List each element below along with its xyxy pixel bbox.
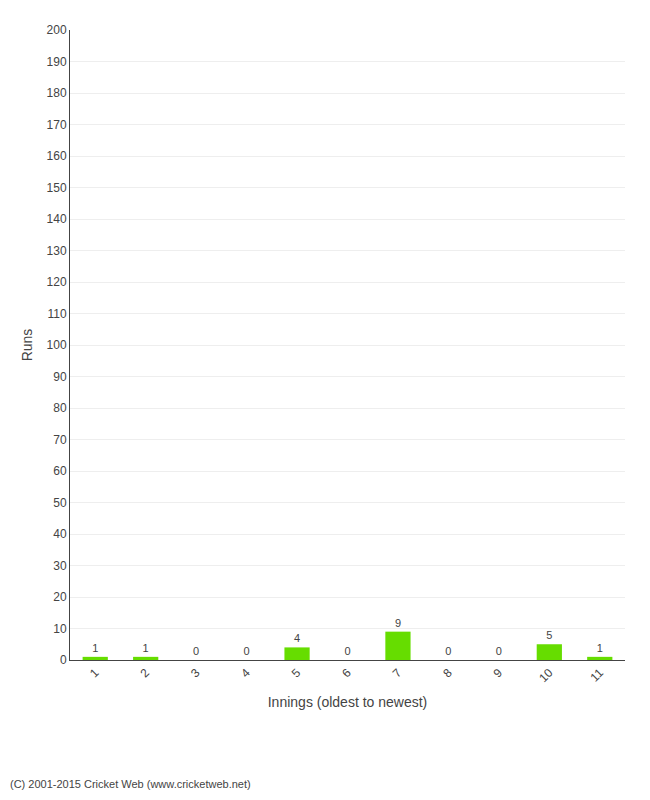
svg-text:140: 140 bbox=[47, 212, 67, 226]
svg-text:6: 6 bbox=[339, 666, 354, 681]
svg-text:1: 1 bbox=[143, 642, 149, 654]
svg-text:7: 7 bbox=[390, 666, 405, 681]
svg-text:100: 100 bbox=[47, 338, 67, 352]
svg-text:20: 20 bbox=[53, 590, 67, 604]
svg-text:150: 150 bbox=[47, 181, 67, 195]
svg-text:1: 1 bbox=[597, 642, 603, 654]
svg-text:70: 70 bbox=[53, 433, 67, 447]
svg-text:110: 110 bbox=[47, 307, 66, 321]
svg-text:190: 190 bbox=[47, 55, 67, 69]
svg-text:0: 0 bbox=[60, 653, 67, 667]
svg-text:Innings (oldest to newest): Innings (oldest to newest) bbox=[268, 694, 428, 710]
svg-text:40: 40 bbox=[53, 527, 67, 541]
svg-text:1: 1 bbox=[92, 642, 98, 654]
svg-text:0: 0 bbox=[244, 645, 250, 657]
svg-text:120: 120 bbox=[47, 275, 67, 289]
svg-text:170: 170 bbox=[47, 118, 67, 132]
svg-text:0: 0 bbox=[445, 645, 451, 657]
svg-text:9: 9 bbox=[491, 666, 506, 681]
svg-text:8: 8 bbox=[440, 666, 455, 681]
svg-text:90: 90 bbox=[53, 370, 67, 384]
svg-text:30: 30 bbox=[53, 559, 67, 573]
svg-text:10: 10 bbox=[536, 666, 556, 686]
svg-text:9: 9 bbox=[395, 617, 401, 629]
svg-text:11: 11 bbox=[587, 666, 606, 685]
svg-text:1: 1 bbox=[87, 666, 102, 681]
svg-text:0: 0 bbox=[496, 645, 502, 657]
svg-text:4: 4 bbox=[294, 632, 300, 644]
svg-text:Runs: Runs bbox=[19, 329, 35, 362]
svg-text:0: 0 bbox=[193, 645, 199, 657]
svg-text:0: 0 bbox=[344, 645, 350, 657]
svg-text:60: 60 bbox=[53, 464, 67, 478]
svg-text:50: 50 bbox=[53, 496, 67, 510]
svg-text:5: 5 bbox=[289, 666, 304, 681]
svg-text:3: 3 bbox=[188, 666, 203, 681]
svg-text:5: 5 bbox=[546, 629, 552, 641]
svg-text:80: 80 bbox=[53, 401, 67, 415]
svg-text:160: 160 bbox=[47, 149, 67, 163]
svg-text:130: 130 bbox=[47, 244, 67, 258]
svg-text:180: 180 bbox=[47, 86, 67, 100]
svg-text:(C) 2001-2015 Cricket Web (www: (C) 2001-2015 Cricket Web (www.cricketwe… bbox=[10, 778, 251, 790]
svg-text:2: 2 bbox=[137, 666, 152, 681]
svg-text:4: 4 bbox=[238, 666, 253, 681]
svg-text:10: 10 bbox=[53, 622, 67, 636]
svg-text:200: 200 bbox=[47, 23, 67, 37]
